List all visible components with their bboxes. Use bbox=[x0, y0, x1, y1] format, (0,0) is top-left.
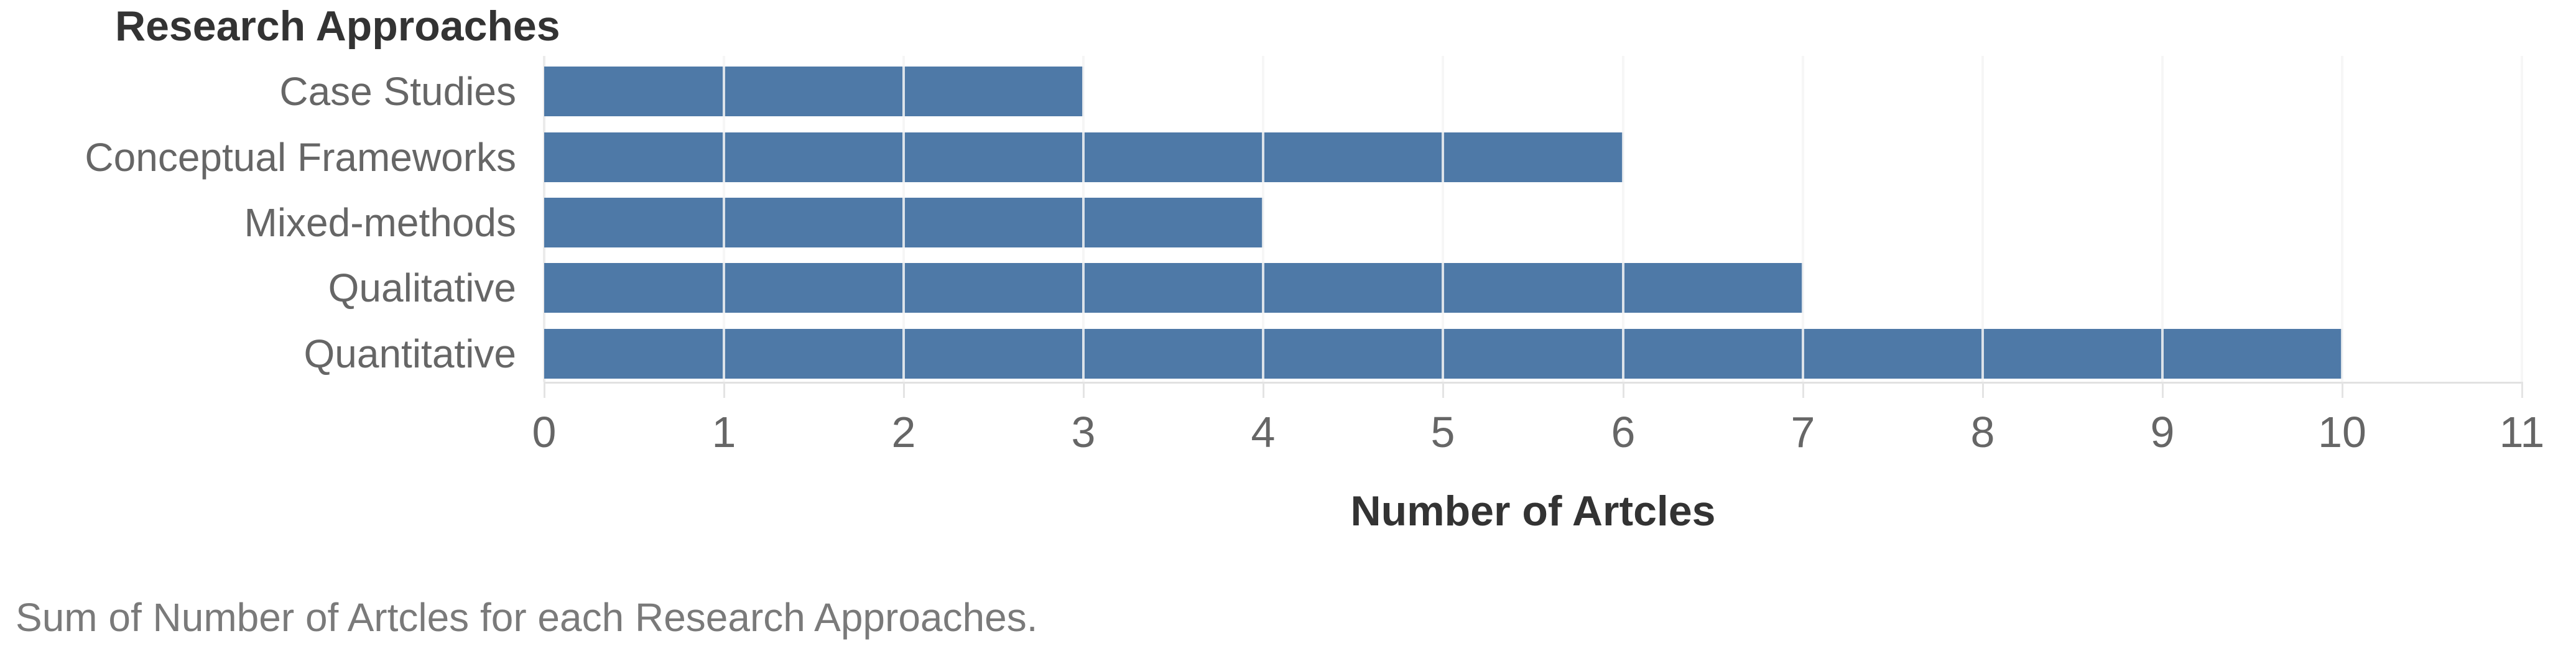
tick-mark-4 bbox=[1263, 382, 1264, 398]
tick-mark-9 bbox=[2162, 382, 2164, 398]
x-axis-line bbox=[544, 382, 2522, 384]
gridline-4 bbox=[1262, 56, 1264, 382]
tick-mark-0 bbox=[544, 382, 545, 398]
tick-mark-6 bbox=[1623, 382, 1624, 398]
gridline-3 bbox=[1082, 56, 1085, 382]
tick-mark-8 bbox=[1982, 382, 1984, 398]
tick-label-8: 8 bbox=[1970, 408, 1995, 456]
tick-label-2: 2 bbox=[891, 408, 916, 456]
tick-mark-11 bbox=[2521, 382, 2523, 398]
tick-label-5: 5 bbox=[1430, 408, 1455, 456]
category-label-qualitative[interactable]: Qualitative bbox=[328, 265, 516, 310]
chart-title: Research Approaches bbox=[115, 2, 560, 50]
tick-label-0: 0 bbox=[532, 408, 557, 456]
gridline-1 bbox=[723, 56, 725, 382]
tick-mark-2 bbox=[903, 382, 905, 398]
gridline-10 bbox=[2341, 56, 2343, 382]
tick-mark-3 bbox=[1083, 382, 1085, 398]
tick-mark-10 bbox=[2342, 382, 2343, 398]
tick-label-6: 6 bbox=[1611, 408, 1636, 456]
tick-label-3: 3 bbox=[1071, 408, 1096, 456]
category-label-mixed-methods[interactable]: Mixed-methods bbox=[244, 200, 517, 245]
tick-label-1: 1 bbox=[711, 408, 736, 456]
tick-label-7: 7 bbox=[1791, 408, 1815, 456]
x-axis-title: Number of Artcles bbox=[1350, 487, 1716, 535]
gridline-2 bbox=[902, 56, 905, 382]
category-label-conceptual-frameworks[interactable]: Conceptual Frameworks bbox=[85, 135, 516, 180]
category-label-case-studies[interactable]: Case Studies bbox=[279, 69, 516, 114]
tick-label-9: 9 bbox=[2150, 408, 2175, 456]
tick-mark-1 bbox=[723, 382, 725, 398]
bar-case-studies[interactable] bbox=[544, 67, 1083, 116]
tick-label-11: 11 bbox=[2499, 408, 2545, 456]
gridline-6 bbox=[1622, 56, 1624, 382]
gridline-7 bbox=[1802, 56, 1804, 382]
gridline-8 bbox=[1981, 56, 1984, 382]
tick-label-4: 4 bbox=[1251, 408, 1276, 456]
gridline-9 bbox=[2161, 56, 2164, 382]
tick-mark-5 bbox=[1442, 382, 1444, 398]
gridline-11 bbox=[2521, 56, 2523, 382]
category-label-quantitative[interactable]: Quantitative bbox=[303, 331, 516, 376]
tick-label-10: 10 bbox=[2318, 408, 2366, 456]
caption: Sum of Number of Artcles for each Resear… bbox=[16, 595, 1038, 640]
gridline-5 bbox=[1442, 56, 1444, 382]
bar-qualitative[interactable] bbox=[544, 263, 1803, 313]
tick-mark-7 bbox=[1802, 382, 1804, 398]
